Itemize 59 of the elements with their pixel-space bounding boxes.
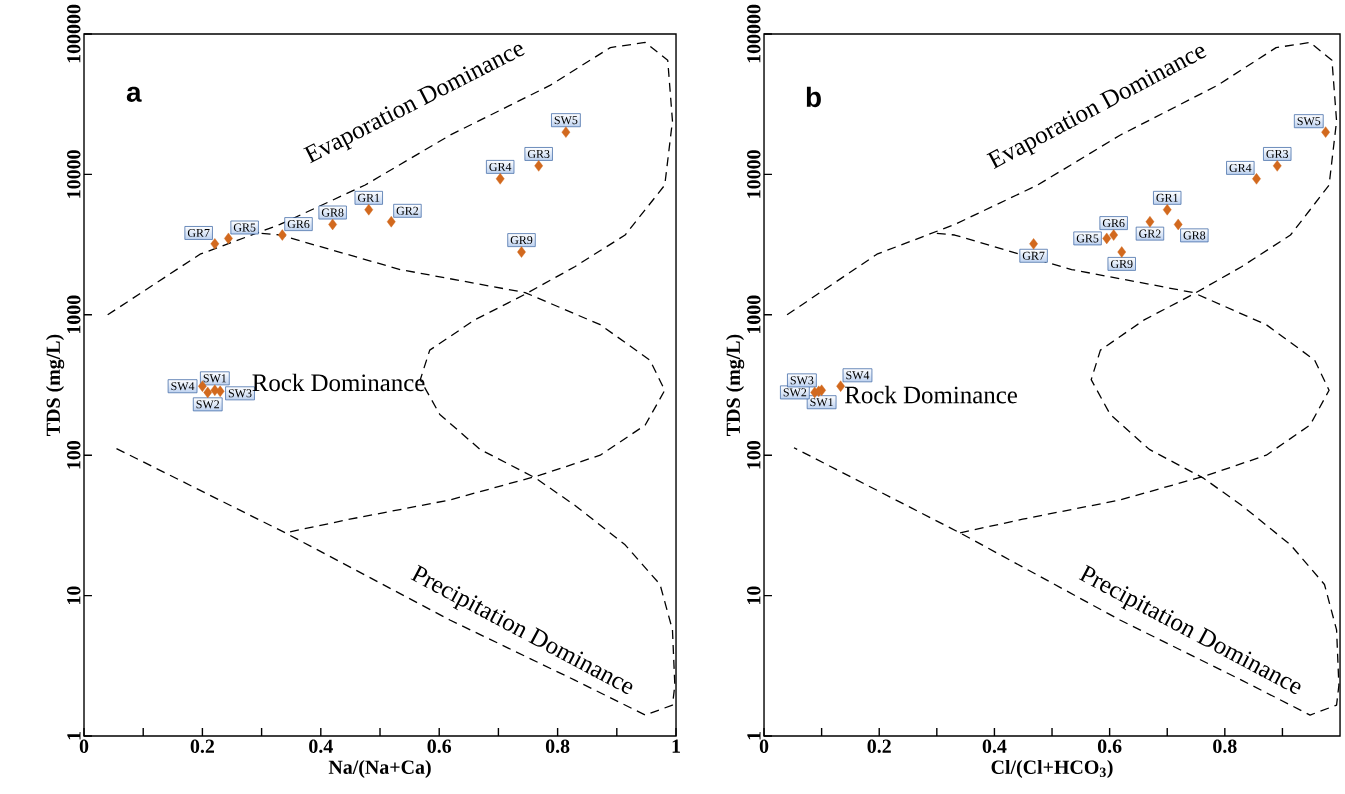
x-tick-label: 0.6 [427,739,452,754]
annotation: GR4 [489,162,512,171]
x-tick-label: 0.4 [982,739,1007,754]
annotation: GR6 [287,220,310,229]
x-tick-label: 0.8 [545,739,570,754]
annotation: GR8 [1183,231,1206,240]
x-axis-title: Cl/(Cl+HCO$_{3}$) [991,759,1113,778]
x-tick-label: 0 [759,739,769,753]
y-tick-label: 10 [747,586,761,604]
x-tick-label: 0.4 [309,739,333,754]
y-tick-label: 100000 [67,4,81,63]
annotation: GR1 [357,193,380,202]
annotation: SW2 [783,388,807,397]
text: b [806,86,821,108]
annotation: GR7 [187,228,210,237]
annotation: SW3 [228,389,252,398]
y-axis-title: TDS (mg/L) [725,334,745,436]
annotation: SW5 [554,116,578,125]
y-tick-label: 1 [67,732,81,740]
y-tick-label: 100 [747,441,761,469]
annotation: GR3 [1266,149,1289,158]
x-tick-label: 0.2 [867,739,891,754]
x-tick-label: 0.8 [1213,739,1237,754]
annotation: Rock Dominance [844,385,1017,404]
y-tick-label: 100 [67,441,81,469]
annotation: GR2 [1139,229,1161,238]
annotation: GR3 [527,149,550,158]
y-tick-label: 1000 [747,295,761,334]
annotation: GR2 [396,206,419,215]
annotation: SW4 [846,371,870,380]
annotation: GR9 [1110,259,1133,268]
y-tick-label: 1 [747,732,761,740]
annotation: Rock Dominance [252,373,425,392]
annotation: SW2 [196,400,220,409]
annotation: SW4 [171,382,195,391]
annotation: SW5 [1297,117,1321,126]
annotation: GR7 [1022,251,1045,260]
annotation: GR9 [510,236,533,245]
y-tick-label: 10 [67,586,81,604]
x-axis-title: Na/(Na+Ca) [328,759,431,778]
annotation: GR5 [1076,234,1099,243]
y-axis-title: TDS (mg/L) [45,334,65,436]
annotation: GR6 [1102,219,1125,228]
x-tick-label: 0.6 [1097,739,1122,754]
y-tick-label: 100000 [747,4,761,63]
annotation: SW3 [790,376,814,385]
x-tick-label: 0 [79,739,89,753]
annotation: SW1 [810,398,833,407]
y-tick-label: 1000 [67,295,81,334]
y-tick-label: 10000 [747,150,761,198]
annotation: GR4 [1229,163,1252,172]
text: a [126,86,142,102]
x-tick-label: 0.2 [190,739,215,754]
y-tick-label: 10000 [67,150,81,198]
annotation: SW1 [203,374,227,383]
x-tick-label: 1 [672,739,680,753]
annotation: GR5 [233,223,256,232]
annotation: GR8 [321,208,344,217]
annotation: GR1 [1156,193,1178,202]
